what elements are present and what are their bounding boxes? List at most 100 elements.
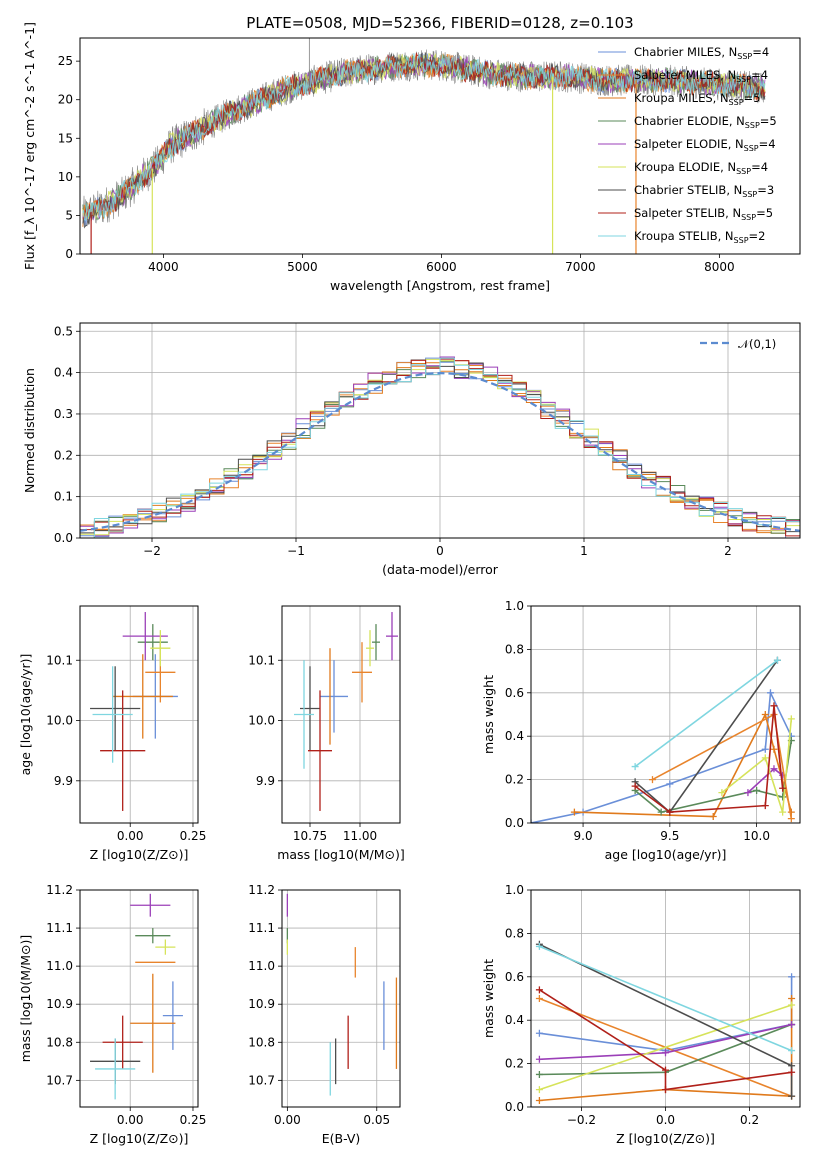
panel-spectrum: 4000 5000 6000 7000 8000 0 5 10 15 20 25 wavelength… bbox=[22, 22, 801, 293]
series-marker-4 bbox=[787, 715, 795, 723]
series-marker-2 bbox=[779, 793, 787, 801]
y-tick-label: 9.9 bbox=[54, 774, 73, 788]
plot-area-age-vs-mass bbox=[294, 612, 398, 811]
series-marker-7 bbox=[666, 808, 674, 816]
series-marker-8 bbox=[773, 656, 781, 664]
y-tick-label: 0.1 bbox=[54, 490, 73, 504]
axes-frame bbox=[281, 889, 401, 1108]
legend-entry-8: Kroupa STELIB, NSSP=2 bbox=[634, 229, 765, 245]
x-tick-label: 0.0 bbox=[656, 1113, 675, 1127]
y-tick-label: 0.0 bbox=[505, 1100, 524, 1114]
y-tick-label: 0 bbox=[65, 247, 73, 261]
x-tick-label: 0.25 bbox=[180, 829, 207, 843]
y-tick-label: 10 bbox=[58, 170, 73, 184]
series-marker-1 bbox=[709, 812, 717, 820]
axes-frame bbox=[79, 889, 199, 1108]
x-tick-label: 9.0 bbox=[574, 829, 593, 843]
plot-area-mass-weight-vs-age bbox=[531, 656, 795, 823]
y-tick-label: 0.4 bbox=[54, 366, 73, 380]
y-tick-label: 0.6 bbox=[505, 686, 524, 700]
x-tick-label: 10.75 bbox=[293, 829, 327, 843]
y-tick-label: 1.0 bbox=[505, 883, 524, 897]
series-marker-4 bbox=[788, 1021, 796, 1029]
series-marker-0 bbox=[761, 745, 769, 753]
y-tick-label: 0.6 bbox=[505, 970, 524, 984]
x-tick-label: 0.25 bbox=[180, 1113, 207, 1127]
x-tick-label: 1 bbox=[580, 544, 588, 558]
y-tick-label: 10.8 bbox=[248, 1035, 275, 1049]
series-line-5 bbox=[539, 1004, 792, 1091]
series-marker-1 bbox=[761, 711, 769, 718]
spectrum-model-8 bbox=[82, 52, 766, 222]
x-tick-label: 9.5 bbox=[660, 829, 679, 843]
x-tick-label: 0 bbox=[436, 544, 444, 558]
series-marker-8 bbox=[535, 942, 543, 950]
y-axis-label: Flux [f_λ 10^-17 erg cm^-2 s^-1 A^-1] bbox=[22, 22, 37, 270]
panel-age-vs-Z: 0.00 0.25 9.9 10.0 10.1 Z [log10(Z/Z⊙)] age [l… bbox=[18, 605, 207, 862]
y-tick-label: 0.2 bbox=[54, 448, 73, 462]
y-axis-label: mass [log10(M/M⊙)] bbox=[18, 935, 33, 1063]
panel-mass-vs-EBV: 0.00 0.05 10.7 10.8 10.9 11.0 11.1 11.2 E(B-V) bbox=[248, 883, 401, 1146]
y-tick-label: 0.8 bbox=[505, 926, 524, 940]
x-axis-label: wavelength [Angstrom, rest frame] bbox=[330, 278, 550, 293]
x-axis-label: Z [log10(Z/Z⊙)] bbox=[616, 1131, 715, 1146]
series-marker-2 bbox=[535, 1096, 543, 1104]
axes-frame bbox=[79, 37, 801, 255]
axes-frame bbox=[530, 889, 801, 1108]
series-marker-4 bbox=[662, 1049, 669, 1057]
series-marker-2 bbox=[788, 995, 796, 1002]
series-marker-7 bbox=[788, 1068, 796, 1076]
legend-entry-1: Salpeter MILES, NSSP=4 bbox=[634, 68, 768, 84]
y-tick-label: 0.0 bbox=[505, 816, 524, 830]
x-axis-label: Z [log10(Z/Z⊙)] bbox=[90, 1131, 189, 1146]
y-tick-label: 0.3 bbox=[54, 407, 73, 421]
x-tick-label: 0.00 bbox=[117, 1113, 144, 1127]
x-tick-label: 7000 bbox=[565, 260, 596, 274]
legend-entry-5: Kroupa ELODIE, NSSP=4 bbox=[634, 160, 768, 176]
series-marker-4 bbox=[761, 754, 769, 762]
plot-area-mass-vs-EBV bbox=[286, 893, 398, 1096]
series-marker-4 bbox=[535, 1055, 543, 1063]
y-axis-label: mass weight bbox=[481, 675, 496, 754]
histogram-8 bbox=[80, 357, 800, 538]
series-marker-5 bbox=[787, 815, 795, 823]
y-tick-label: 0.8 bbox=[505, 642, 524, 656]
series-marker-3 bbox=[770, 765, 778, 773]
y-tick-label: 25 bbox=[58, 54, 73, 68]
y-tick-label: 20 bbox=[58, 93, 73, 107]
y-tick-label: 11.2 bbox=[248, 883, 275, 897]
series-marker-7 bbox=[631, 782, 639, 790]
y-tick-label: 15 bbox=[58, 131, 73, 145]
x-tick-label: 8000 bbox=[704, 260, 735, 274]
series-marker-1 bbox=[770, 745, 778, 753]
y-tick-label: 11.1 bbox=[46, 921, 73, 935]
series-marker-7 bbox=[662, 1066, 669, 1074]
series-marker-6 bbox=[788, 1092, 796, 1100]
series-marker-0 bbox=[666, 780, 674, 788]
y-tick-label: 10.0 bbox=[46, 714, 73, 728]
y-tick-label: 10.0 bbox=[248, 714, 275, 728]
series-marker-2 bbox=[657, 808, 665, 816]
spectrum-model-7 bbox=[82, 52, 766, 220]
series-marker-0 bbox=[766, 689, 774, 697]
series-line-7 bbox=[538, 989, 792, 1091]
y-tick-label: 10.1 bbox=[248, 653, 275, 667]
panel-mass-weight-vs-age: 9.0 9.5 10.0 0.0 0.2 0.4 0.6 0.8 1.0 age [log10(a… bbox=[481, 599, 801, 862]
legend-entry-4: Salpeter ELODIE, NSSP=4 bbox=[634, 137, 776, 153]
plot-area-spectrum bbox=[82, 38, 766, 254]
series-line-8 bbox=[634, 659, 778, 768]
x-tick-label: 2 bbox=[724, 544, 732, 558]
x-tick-label: 0.00 bbox=[274, 1113, 301, 1127]
plot-area-mass-vs-Z bbox=[90, 893, 183, 1100]
x-axis-label: E(B-V) bbox=[322, 1131, 361, 1146]
series-marker-4 bbox=[779, 808, 787, 816]
figure-title: PLATE=0508, MJD=52366, FIBERID=0128, z=0… bbox=[246, 14, 633, 32]
x-tick-label: 0.00 bbox=[117, 829, 144, 843]
x-tick-label: 11.00 bbox=[343, 829, 377, 843]
series-marker-7 bbox=[770, 702, 778, 710]
panel-age-vs-mass: 10.75 11.00 9.9 10.0 10.1 mass [log10(M/M⊙)] bbox=[248, 605, 405, 862]
y-tick-label: 11.0 bbox=[46, 959, 73, 973]
axes-frame bbox=[281, 605, 401, 824]
